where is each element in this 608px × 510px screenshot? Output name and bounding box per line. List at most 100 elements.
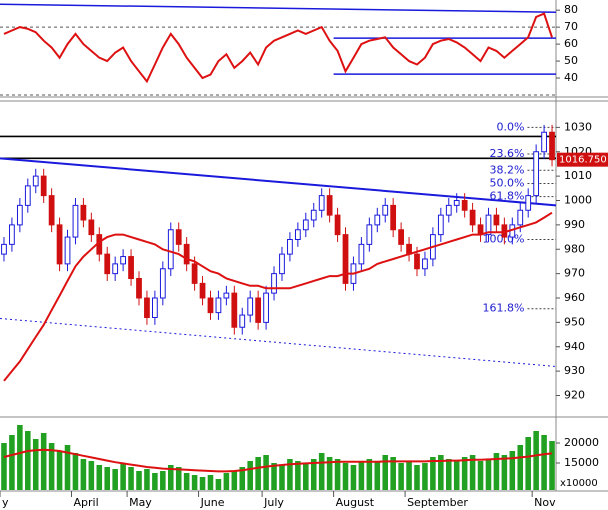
y-tick-label: 40 — [564, 71, 578, 84]
candle-body — [279, 253, 285, 275]
candle-body — [136, 278, 142, 299]
volume-bar — [152, 473, 158, 490]
candle-body — [437, 214, 444, 236]
volume-bar — [295, 461, 301, 490]
candle-body — [183, 243, 190, 265]
series-line — [3, 211, 553, 382]
volume-bar — [104, 467, 111, 490]
volume-bar — [160, 471, 166, 490]
y-tick-label: 930 — [564, 364, 585, 377]
candle-body — [215, 297, 222, 314]
series-line — [3, 448, 553, 473]
fib-label: 23.6% — [490, 147, 525, 160]
candle-body — [88, 219, 95, 236]
candle-body — [112, 263, 119, 275]
volume-bar — [56, 451, 63, 490]
candle-body — [247, 297, 254, 316]
candle-body — [104, 253, 111, 275]
x-tick-label: September — [407, 496, 468, 509]
candle-body — [152, 297, 158, 318]
volume-bar — [334, 459, 341, 490]
candle-body — [271, 273, 277, 294]
x-tick-label: May — [129, 496, 152, 509]
y-tick-label: 960 — [564, 291, 585, 304]
y-tick-label: 970 — [564, 267, 585, 280]
y-tick-label: 80 — [564, 3, 578, 16]
candle-body — [358, 243, 365, 265]
candle-body — [390, 204, 397, 231]
candle-body — [40, 175, 47, 197]
volume-bar — [207, 475, 214, 490]
volume-bar — [509, 451, 516, 490]
candle-body — [469, 209, 476, 226]
candle-body — [64, 236, 71, 265]
candle-body — [167, 229, 174, 270]
volume-bar — [175, 467, 182, 490]
candle-body — [207, 297, 214, 314]
candle-body — [72, 204, 79, 238]
volume-bar — [303, 463, 309, 490]
trend-line — [0, 157, 557, 207]
candle-body — [366, 224, 373, 245]
candle-body — [517, 209, 524, 226]
candle-body — [223, 292, 230, 299]
volume-bar — [80, 459, 87, 490]
volume-bar — [136, 471, 142, 490]
candle-body — [231, 292, 238, 328]
y-tick-label: 920 — [564, 389, 585, 402]
volume-bar — [287, 459, 293, 490]
volume-bar — [120, 463, 126, 490]
candle-body — [326, 195, 333, 216]
volume-bar — [414, 465, 420, 490]
candle-body — [374, 214, 381, 226]
unit-label: x10000 — [560, 478, 598, 489]
candle-body — [48, 195, 55, 226]
volume-bar — [64, 445, 71, 490]
volume-bar — [525, 437, 531, 490]
volume-bar — [88, 461, 95, 490]
volume-bar — [358, 461, 365, 490]
trend-line — [0, 3, 557, 13]
candle-body — [120, 256, 126, 265]
volume-bar — [40, 433, 47, 490]
y-tick-label: 940 — [564, 340, 585, 353]
candle-body — [302, 219, 309, 231]
candle-body — [287, 239, 293, 255]
candle-body — [128, 256, 134, 279]
volume-bar — [342, 463, 349, 490]
candle-body — [175, 229, 182, 245]
volume-bar — [318, 453, 325, 490]
x-tick-label: Nov — [534, 496, 556, 509]
candle-body — [239, 314, 246, 328]
candle-body — [461, 200, 468, 211]
volume-bar — [398, 463, 404, 490]
y-tick-label: 70 — [564, 20, 578, 33]
fib-label: 61.8% — [490, 190, 525, 203]
volume-bar — [485, 459, 492, 490]
candle-body — [414, 253, 420, 270]
candle-body — [310, 209, 317, 221]
volume-bar — [541, 435, 547, 490]
candle-body — [422, 258, 428, 270]
candle-body — [445, 204, 452, 216]
y-tick-label: 980 — [564, 242, 585, 255]
candle-body — [342, 234, 349, 284]
y-tick-label: 20000 — [564, 436, 599, 449]
volume-bar — [271, 463, 277, 490]
last-price-label: 1016.750 — [559, 155, 607, 166]
candle-body — [398, 229, 404, 245]
y-tick-label: 15000 — [564, 456, 599, 469]
volume-bar — [223, 473, 230, 490]
volume-bar — [17, 425, 23, 490]
candle-body — [334, 214, 341, 236]
candle-body — [541, 131, 547, 153]
candle-body — [485, 214, 492, 236]
y-tick-label: 1000 — [564, 194, 592, 207]
volume-bar — [112, 469, 118, 490]
candle-body — [159, 268, 166, 299]
y-tick-label: 1030 — [564, 120, 592, 133]
volume-bar — [453, 461, 460, 490]
volume-bar — [96, 465, 103, 490]
